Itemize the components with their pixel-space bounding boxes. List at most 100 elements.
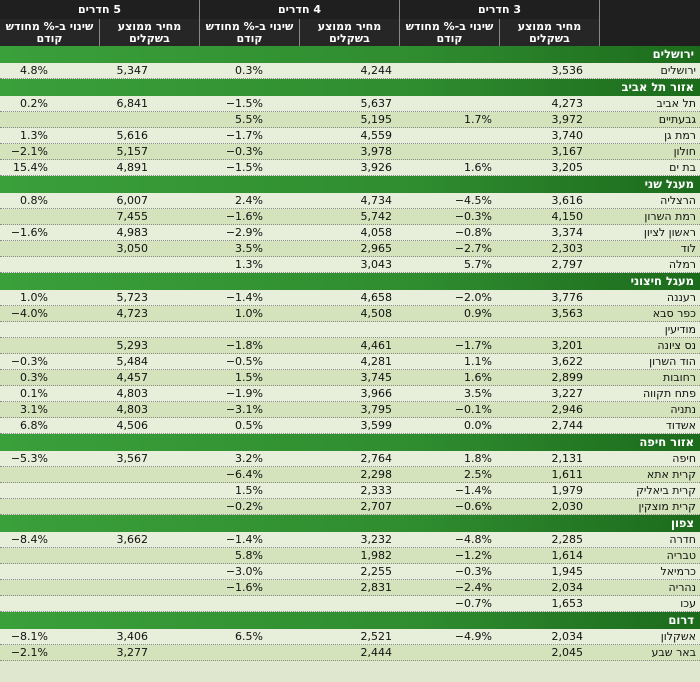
change-cell-4-rooms: −0.2% (225, 500, 263, 513)
change-cell-4-rooms: −1.5% (225, 97, 263, 110)
change-cell-4-rooms (173, 322, 263, 338)
price-cell-4-rooms: 2,298 (360, 468, 393, 481)
change-cell-5-rooms (0, 564, 48, 580)
change-cell-3-rooms: 1.6% (464, 161, 492, 174)
price-cell-4-rooms: 4,559 (360, 129, 393, 142)
price-cell-3-rooms: 2,045 (551, 646, 584, 659)
price-cell-4-rooms: 3,043 (360, 258, 393, 271)
price-cell-4-rooms: 3,745 (360, 371, 393, 384)
change-cell-3-rooms: −0.3% (454, 210, 492, 223)
price-cell-4-rooms: 5,637 (360, 97, 393, 110)
change-cell-3-rooms: −2.0% (454, 291, 492, 304)
change-cell-5-rooms (0, 483, 48, 499)
price-cell-3-rooms: 3,536 (551, 64, 584, 77)
change-cell-5-rooms: −2.1% (10, 145, 48, 158)
group-header-5-rooms: 5 חדרים (0, 0, 200, 19)
table-row: מודיעין (0, 322, 700, 338)
price-cell-5-rooms: 4,891 (116, 161, 149, 174)
price-cell-4-rooms: 3,926 (360, 161, 393, 174)
change-cell-4-rooms: −1.9% (225, 387, 263, 400)
change-cell-4-rooms: 1.5% (235, 371, 263, 384)
price-cell-5-rooms: 3,050 (116, 242, 149, 255)
group-header-3-rooms: 3 חדרים (400, 0, 600, 19)
city-name: רמלה (668, 258, 696, 271)
price-cell-3-rooms: 1,945 (551, 565, 584, 578)
price-cell-4-rooms: 4,281 (360, 355, 393, 368)
city-name: בת ים (669, 161, 696, 174)
change-cell-4-rooms: 0.3% (235, 64, 263, 77)
change-cell-3-rooms (402, 128, 492, 144)
change-cell-3-rooms: 0.9% (464, 307, 492, 320)
price-cell-3-rooms: 2,034 (551, 581, 584, 594)
change-cell-4-rooms: −1.6% (225, 581, 263, 594)
change-cell-3-rooms: 0.0% (464, 419, 492, 432)
table-row: קרית מוצקין −0.2% 2,707 −0.6% 2,030 (0, 499, 700, 515)
change-cell-3-rooms (402, 63, 492, 79)
change-cell-4-rooms: 3.5% (235, 242, 263, 255)
price-cell-4-rooms: 2,831 (360, 581, 393, 594)
price-cell-4-rooms: 1,982 (360, 549, 393, 562)
change-cell-3-rooms: −2.7% (454, 242, 492, 255)
change-cell-5-rooms (0, 580, 48, 596)
section-header: מעגל שני (0, 176, 700, 193)
change-cell-3-rooms: −2.4% (454, 581, 492, 594)
table-row: חיפה −5.3% 3,567 3.2% 2,764 1.8% 2,131 (0, 451, 700, 467)
change-cell-5-rooms (0, 209, 48, 225)
price-cell-3-rooms: 3,616 (551, 194, 584, 207)
table-row: נהריה −1.6% 2,831 −2.4% 2,034 (0, 580, 700, 596)
price-cell-3-rooms: 3,201 (551, 339, 584, 352)
table-row: תל אביב 0.2% 6,841 −1.5% 5,637 4,273 (0, 96, 700, 112)
table-row: רמת גן 1.3% 5,616 −1.7% 4,559 3,740 (0, 128, 700, 144)
change-cell-3-rooms: 1.1% (464, 355, 492, 368)
price-cell-5-rooms: 6,841 (116, 97, 149, 110)
change-cell-5-rooms: −0.3% (10, 355, 48, 368)
price-cell-4-rooms: 2,521 (360, 630, 393, 643)
change-cell-3-rooms: −0.3% (454, 565, 492, 578)
change-cell-4-rooms: −1.6% (225, 210, 263, 223)
city-name: קרית מוצקין (638, 500, 696, 513)
change-cell-4-rooms: −6.4% (225, 468, 263, 481)
price-cell-3-rooms: 3,227 (551, 387, 584, 400)
price-cell-3-rooms: 3,374 (551, 226, 584, 239)
price-cell-5-rooms (58, 322, 148, 338)
city-name: קרית אתא (646, 468, 696, 481)
price-cell-5-rooms: 6,007 (116, 194, 149, 207)
change-cell-4-rooms: −1.4% (225, 291, 263, 304)
price-cell-5-rooms: 3,567 (116, 452, 149, 465)
city-name: מודיעין (664, 323, 696, 336)
city-name: עכו (680, 597, 696, 610)
price-cell-4-rooms (302, 596, 392, 612)
change-cell-5-rooms: −8.4% (10, 533, 48, 546)
group-header-4-rooms: 4 חדרים (200, 0, 400, 19)
change-cell-4-rooms: 0.5% (235, 419, 263, 432)
city-name: ראשון לציון (643, 226, 696, 239)
change-cell-4-rooms: −1.7% (225, 129, 263, 142)
table-row: ירושלים 4.8% 5,347 0.3% 4,244 3,536 (0, 63, 700, 79)
city-name: נהריה (668, 581, 696, 594)
price-cell-4-rooms: 2,707 (360, 500, 393, 513)
city-name: פתח תקווה (643, 387, 696, 400)
change-cell-3-rooms: −1.7% (454, 339, 492, 352)
city-header-cell (600, 0, 700, 46)
change-cell-4-rooms: −1.8% (225, 339, 263, 352)
change-cell-5-rooms: 15.4% (13, 161, 48, 174)
price-cell-4-rooms: 2,965 (360, 242, 393, 255)
price-cell-4-rooms: 4,244 (360, 64, 393, 77)
change-cell-4-rooms: 5.5% (235, 113, 263, 126)
table-row: אשדוד 6.8% 4,506 0.5% 3,599 0.0% 2,744 (0, 418, 700, 434)
table-row: קרית אתא −6.4% 2,298 2.5% 1,611 (0, 467, 700, 483)
price-cell-5-rooms: 5,616 (116, 129, 149, 142)
change-cell-5-rooms: −8.1% (10, 630, 48, 643)
change-cell-4-rooms: 1.5% (235, 484, 263, 497)
price-cell-4-rooms: 2,333 (360, 484, 393, 497)
price-cell-3-rooms: 1,614 (551, 549, 584, 562)
city-name: כרמיאל (660, 565, 696, 578)
change-cell-3-rooms: −0.1% (454, 403, 492, 416)
price-cell-5-rooms: 3,662 (116, 533, 149, 546)
table-row: הוד השרון −0.3% 5,484 −0.5% 4,281 1.1% 3,622 (0, 354, 700, 370)
price-cell-5-rooms: 4,457 (116, 371, 149, 384)
price-cell-4-rooms: 3,795 (360, 403, 393, 416)
price-cell-5-rooms: 4,506 (116, 419, 149, 432)
price-cell-3-rooms: 2,946 (551, 403, 584, 416)
city-name: נס ציונה (657, 339, 696, 352)
